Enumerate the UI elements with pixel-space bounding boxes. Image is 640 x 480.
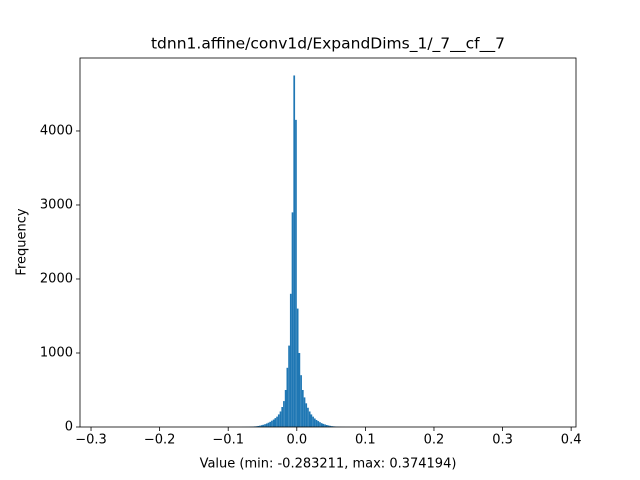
- bar: [300, 375, 302, 427]
- bar: [272, 419, 275, 427]
- bar: [257, 425, 260, 427]
- bar: [298, 352, 301, 427]
- bar: [317, 421, 320, 427]
- bar: [307, 407, 309, 427]
- bar: [264, 424, 266, 427]
- bar: [325, 425, 328, 427]
- bar: [279, 411, 282, 427]
- bar: [265, 423, 268, 427]
- bar: [327, 425, 330, 427]
- bar: [305, 403, 308, 427]
- axes-frame: [79, 57, 577, 428]
- bar: [269, 421, 272, 427]
- bar: [313, 418, 316, 427]
- x-tick-label: 0.2: [424, 433, 445, 448]
- bar: [293, 75, 296, 428]
- y-tick-label: 1000: [40, 345, 73, 360]
- bar: [301, 389, 304, 427]
- x-tick-label: −0.2: [144, 433, 176, 448]
- bar: [271, 420, 273, 427]
- y-tick-label: 2000: [40, 271, 73, 286]
- x-tick-label: 0.1: [355, 433, 376, 448]
- bar: [324, 424, 326, 427]
- bar: [289, 293, 292, 427]
- y-axis-label: Frequency: [15, 208, 30, 275]
- bar: [291, 212, 294, 427]
- bar: [259, 425, 261, 427]
- bar: [276, 416, 278, 427]
- bar: [312, 416, 314, 427]
- bar: [284, 389, 287, 427]
- bar: [331, 426, 333, 427]
- bar: [283, 401, 285, 427]
- x-tick-label: 0.0: [286, 433, 307, 448]
- x-tick-label: −0.3: [75, 433, 107, 448]
- bar: [260, 425, 263, 427]
- x-tick-label: −0.1: [212, 433, 244, 448]
- x-tick-label: 0.4: [561, 433, 582, 448]
- y-tick-label: 0: [65, 420, 73, 435]
- bar: [281, 407, 284, 427]
- bar: [277, 414, 280, 427]
- bar: [322, 423, 325, 427]
- bar: [288, 345, 290, 427]
- x-tick-label: 0.3: [492, 433, 513, 448]
- bar: [286, 367, 289, 427]
- bar: [319, 422, 321, 427]
- bar: [296, 308, 299, 427]
- chart-title: tdnn1.affine/conv1d/ExpandDims_1/_7__cf_…: [151, 35, 505, 54]
- bar: [267, 422, 270, 427]
- bar: [262, 424, 265, 427]
- x-axis-label: Value (min: -0.283211, max: 0.374194): [200, 457, 457, 472]
- y-tick-label: 3000: [40, 197, 73, 212]
- bar: [308, 411, 311, 427]
- bar: [303, 397, 306, 427]
- bar: [329, 425, 332, 427]
- bar: [295, 119, 297, 428]
- bar: [320, 423, 323, 427]
- bar: [315, 419, 318, 427]
- bar: [274, 418, 277, 427]
- y-tick-label: 4000: [40, 123, 73, 138]
- bar: [310, 414, 313, 427]
